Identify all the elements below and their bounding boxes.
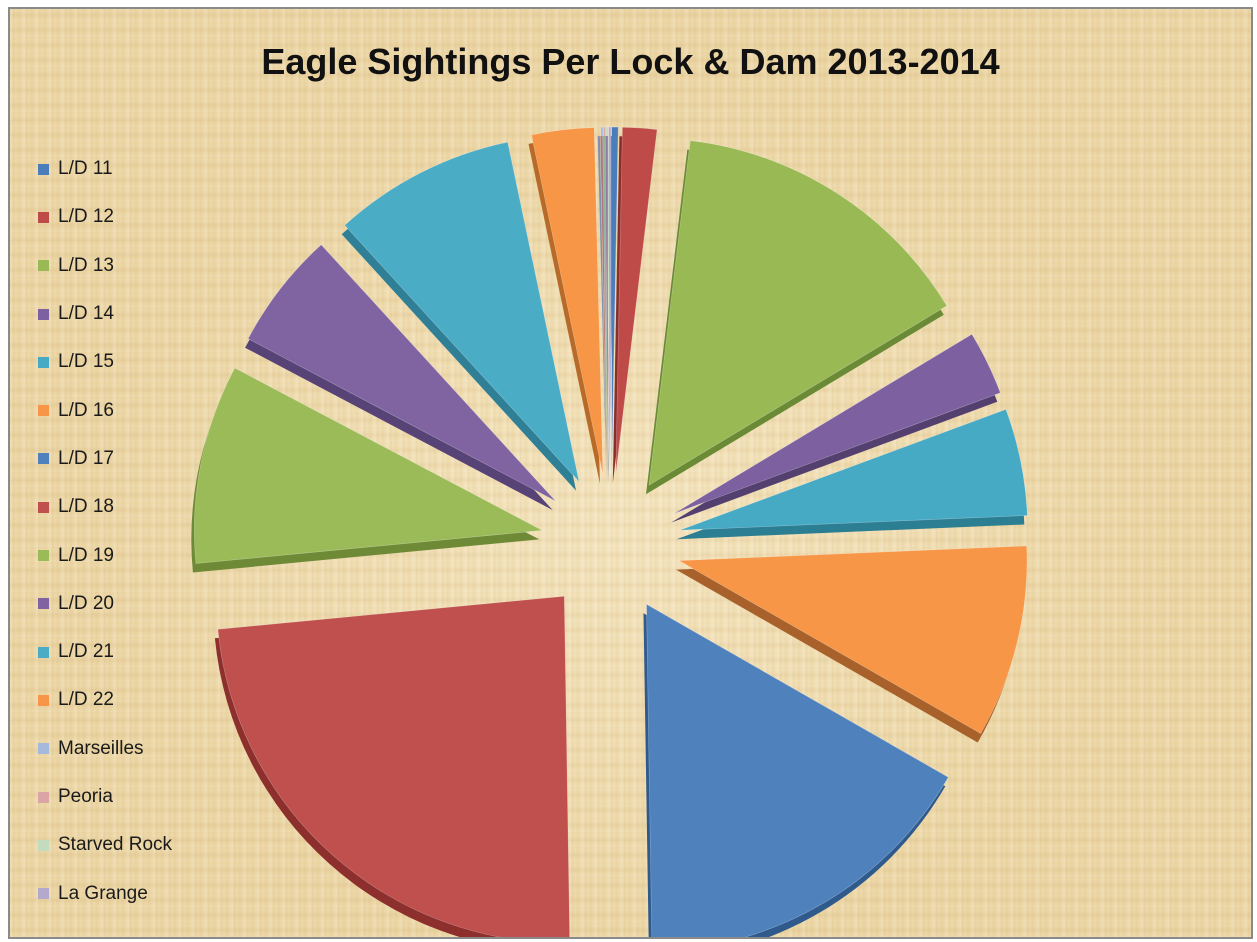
legend-item: L/D 15: [38, 338, 238, 386]
legend-item: L/D 18: [38, 483, 238, 531]
legend-label: Starved Rock: [58, 834, 173, 856]
legend-item: Starved Rock: [38, 821, 238, 869]
pie-slice-depth: [603, 135, 608, 483]
pie-slice[interactable]: [247, 244, 556, 502]
legend-label: L/D 16: [58, 399, 114, 421]
chart-area: Eagle Sightings Per Lock & Dam 2013-2014…: [8, 7, 1253, 939]
legend-label: L/D 18: [58, 496, 114, 518]
legend-item: L/D 19: [38, 531, 238, 579]
legend-swatch: [38, 356, 49, 368]
legend-swatch: [38, 888, 49, 900]
pie-slice-depth: [600, 136, 607, 483]
legend-swatch: [38, 791, 49, 803]
legend-label: L/D 21: [58, 641, 114, 663]
legend-item: La Grange: [38, 869, 238, 917]
legend-item: L/D 12: [38, 193, 238, 241]
legend-label: L/D 13: [58, 254, 114, 276]
legend-swatch: [38, 550, 49, 562]
pie-slice[interactable]: [531, 127, 604, 475]
legend-label: Marseilles: [58, 737, 144, 759]
pie-plot: [191, 126, 1028, 939]
legend-swatch: [38, 743, 49, 755]
legend-item: Peoria: [38, 773, 238, 821]
legend-item: L/D 20: [38, 580, 238, 628]
pie-slice[interactable]: [615, 126, 658, 475]
pie-slice[interactable]: [677, 545, 1028, 734]
legend-swatch: [38, 308, 49, 320]
legend-swatch: [38, 453, 49, 465]
legend-item: L/D 13: [38, 242, 238, 290]
chart-title: Eagle Sightings Per Lock & Dam 2013-2014: [261, 41, 1000, 82]
pie-slice-depth: [597, 136, 607, 484]
legend-label: L/D 15: [58, 351, 114, 373]
legend-label: L/D 12: [58, 206, 114, 228]
pie-slice[interactable]: [646, 603, 949, 939]
pie-slice[interactable]: [344, 141, 580, 483]
pie-slice[interactable]: [648, 140, 948, 486]
legend-swatch: [38, 211, 49, 223]
legend-swatch: [38, 694, 49, 706]
legend-item: Marseilles: [38, 725, 238, 773]
legend-swatch: [38, 501, 49, 513]
legend-label: L/D 14: [58, 303, 114, 325]
pie-slice[interactable]: [194, 367, 544, 564]
legend-swatch: [38, 839, 49, 851]
legend-label: L/D 17: [58, 447, 114, 469]
legend-item: L/D 22: [38, 676, 238, 724]
legend-item: L/D 16: [38, 386, 238, 434]
legend-label: L/D 20: [58, 592, 114, 614]
legend-label: L/D 22: [58, 689, 114, 711]
pie-slice[interactable]: [217, 595, 571, 939]
pie-slice-depth: [605, 135, 608, 483]
pie-slice[interactable]: [611, 126, 619, 475]
legend-label: L/D 19: [58, 544, 114, 566]
pie-slice[interactable]: [673, 333, 1001, 514]
pie-slice[interactable]: [608, 126, 612, 475]
legend-swatch: [38, 260, 49, 272]
legend-label: Peoria: [58, 786, 113, 807]
legend-item: L/D 21: [38, 628, 238, 676]
legend-item: L/D 17: [38, 435, 238, 483]
legend-swatch: [38, 405, 49, 417]
chart-legend: L/D 11 L/D 12 L/D 13 L/D 14 L/D 15 L/D 16 L/D …: [38, 145, 238, 918]
legend-swatch: [38, 646, 49, 658]
pie-slice[interactable]: [679, 409, 1028, 531]
legend-item: L/D 14: [38, 290, 238, 338]
legend-swatch: [38, 163, 49, 175]
legend-swatch: [38, 598, 49, 610]
legend-label: L/D 11: [58, 158, 113, 180]
legend-item: L/D 11: [38, 145, 238, 193]
legend-label: La Grange: [58, 882, 148, 904]
